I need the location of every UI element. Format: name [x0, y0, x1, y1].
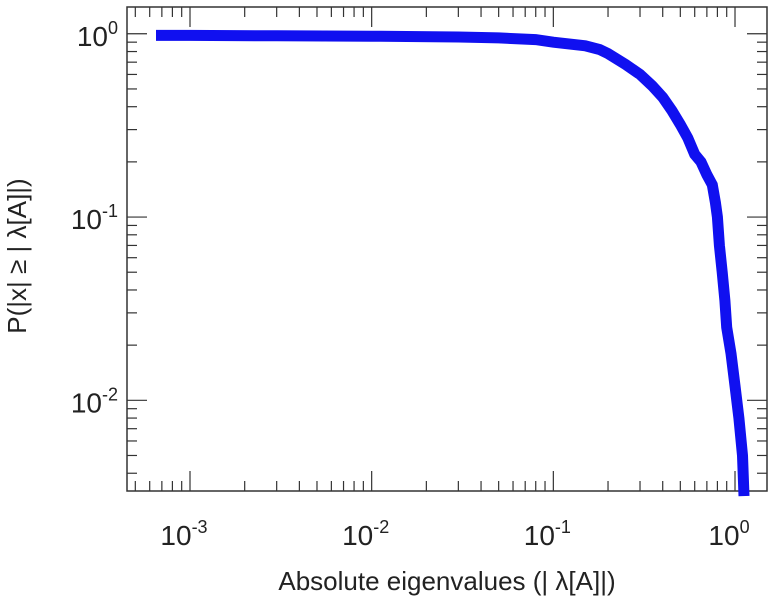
- x-tick-label: 10-1: [524, 517, 571, 551]
- y-tick-label: 10-1: [71, 201, 118, 235]
- series-line: [156, 29, 750, 497]
- data-series: [156, 29, 750, 497]
- x-tick-label: 10-2: [342, 517, 389, 551]
- axis-ticks: [127, 7, 767, 491]
- x-tick-label: 10-3: [160, 517, 207, 551]
- tick-labels: 10-3 10-2 10-1 100 10-2 10-1 100: [71, 18, 750, 551]
- plot-frame: [126, 6, 768, 492]
- y-axis-label: P(|x| ≥ | λ[A]|): [2, 178, 32, 333]
- x-axis-label: Absolute eigenvalues (| λ[A]|): [278, 566, 615, 596]
- y-tick-label: 100: [77, 18, 118, 52]
- x-tick-label: 100: [708, 517, 749, 551]
- y-tick-label: 10-2: [71, 384, 118, 418]
